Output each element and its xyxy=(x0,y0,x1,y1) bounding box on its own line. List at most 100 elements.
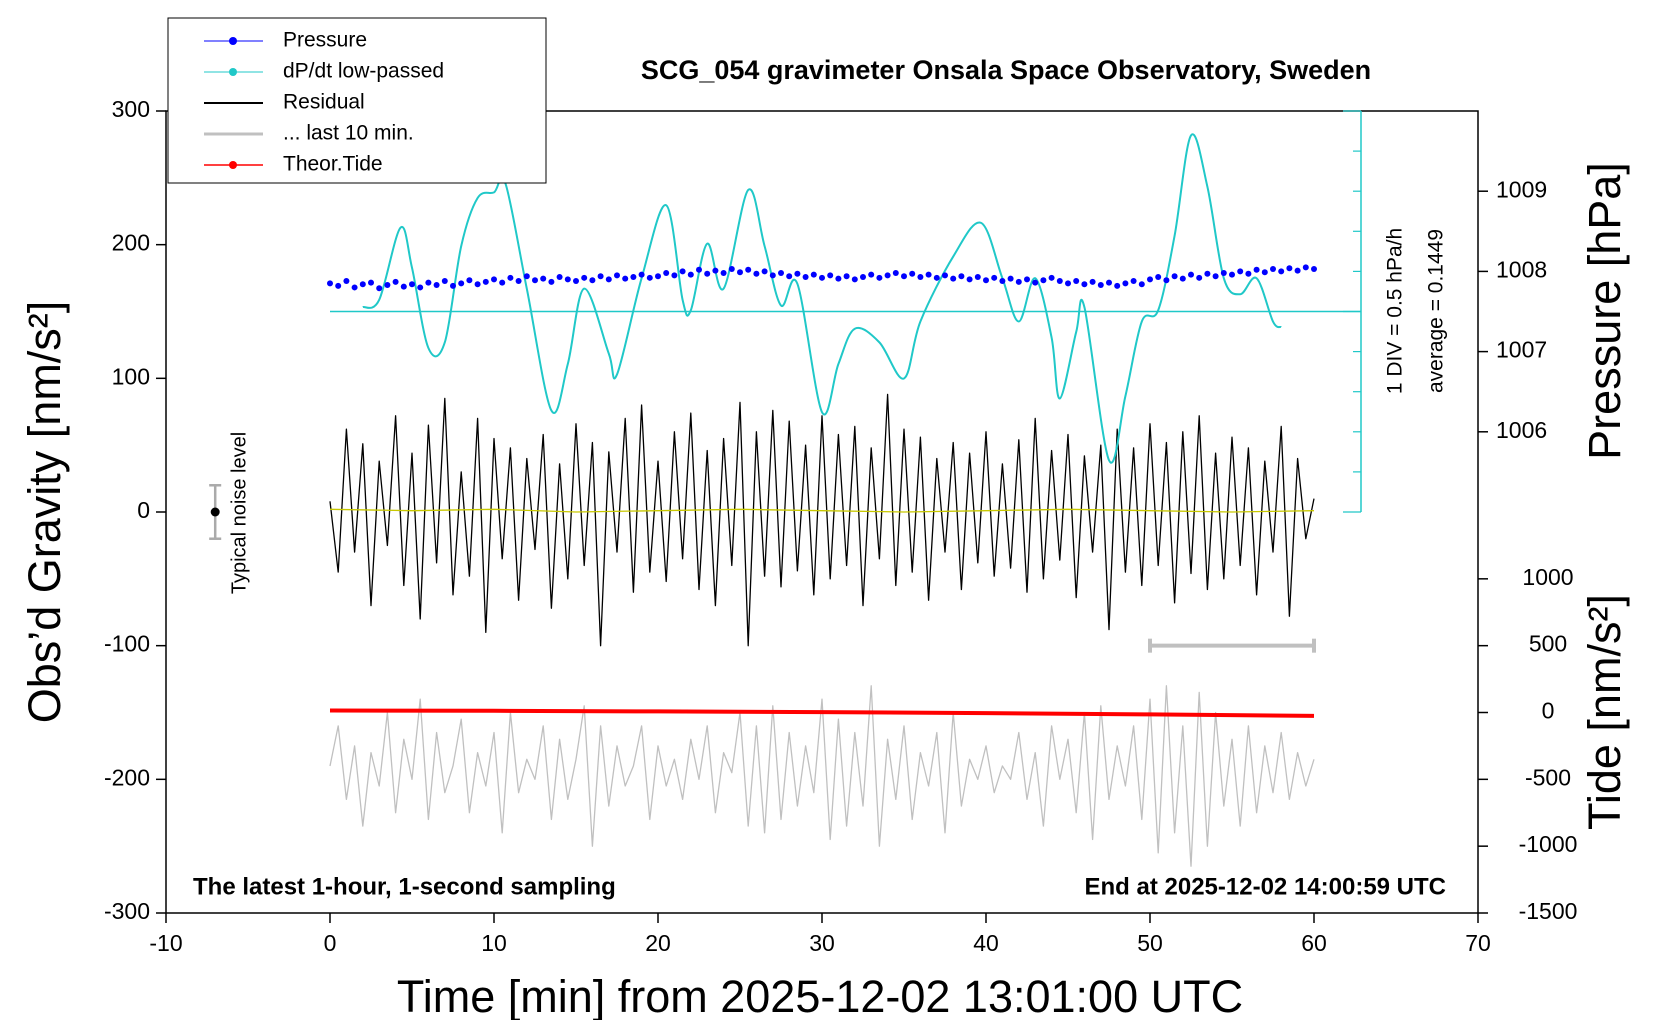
pressure-point xyxy=(671,272,678,279)
pressure-point xyxy=(737,269,743,276)
y-axis-label: Obs’d Gravity [nm/s²] xyxy=(19,301,70,724)
pressure-point xyxy=(884,272,891,279)
pressure-point xyxy=(1171,273,1178,280)
pressure-point xyxy=(466,277,473,284)
y3-tick-label: -1000 xyxy=(1519,831,1578,857)
pressure-point xyxy=(860,274,866,281)
pressure-point xyxy=(663,270,670,277)
pressure-point xyxy=(1048,274,1055,281)
pressure-point xyxy=(868,271,875,278)
pressure-point xyxy=(515,278,522,285)
pressure-point xyxy=(769,272,776,279)
y-tick-label: 200 xyxy=(112,230,150,256)
pressure-point xyxy=(827,272,834,279)
pressure-point xyxy=(712,267,719,274)
y3-tick-label: 1000 xyxy=(1522,564,1573,590)
pressure-point xyxy=(843,273,850,280)
pressure-point xyxy=(942,272,948,279)
pressure-point xyxy=(999,278,1006,285)
x-tick-label: 60 xyxy=(1301,930,1327,956)
y-tick-label: -300 xyxy=(104,898,150,924)
y-tick-label: -100 xyxy=(104,631,150,657)
y2-tick-label: 1006 xyxy=(1496,417,1547,443)
pressure-point xyxy=(556,274,563,281)
noise-label: Typical noise level xyxy=(228,432,250,594)
pressure-point xyxy=(351,284,358,291)
pressure-point xyxy=(368,279,374,286)
legend-label: Pressure xyxy=(283,29,367,52)
pressure-point xyxy=(1073,278,1080,285)
pressure-point xyxy=(687,271,694,278)
pressure-point xyxy=(1015,278,1022,285)
series-line xyxy=(362,133,1282,464)
pressure-point xyxy=(745,266,752,273)
pressure-point xyxy=(1122,280,1129,287)
legend-dot xyxy=(229,37,237,45)
pressure-point xyxy=(1007,275,1014,282)
pressure-point xyxy=(1294,267,1301,274)
pressure-point xyxy=(474,281,481,288)
pressure-point xyxy=(655,273,661,280)
pressure-point xyxy=(564,276,571,283)
pressure-point xyxy=(1212,273,1219,280)
x-tick-label: -10 xyxy=(149,930,182,956)
y3-tick-label: 500 xyxy=(1529,631,1567,657)
chart-title: SCG_054 gravimeter Onsala Space Observat… xyxy=(641,55,1371,85)
pressure-point xyxy=(540,275,547,282)
pressure-point xyxy=(1081,281,1088,288)
pressure-point xyxy=(1024,276,1030,283)
pressure-point xyxy=(933,274,940,281)
pressure-point xyxy=(417,284,424,291)
y2-tick-label: 1007 xyxy=(1496,337,1547,363)
y-tick-label: 300 xyxy=(112,96,150,122)
pressure-point xyxy=(1147,276,1153,283)
x-tick-label: 70 xyxy=(1465,930,1491,956)
pressure-point xyxy=(614,272,620,279)
pressure-point xyxy=(425,279,432,286)
x-tick-label: 10 xyxy=(481,930,507,956)
pressure-point xyxy=(802,274,809,281)
pressure-point xyxy=(392,278,399,285)
plot-frame xyxy=(165,110,1479,914)
note-left: The latest 1-hour, 1-second sampling xyxy=(193,873,616,900)
pressure-point xyxy=(950,275,957,282)
pressure-point xyxy=(523,273,530,280)
pressure-point xyxy=(548,278,555,285)
pressure-point xyxy=(974,274,981,281)
pressure-point xyxy=(1286,265,1293,272)
pressure-point xyxy=(696,266,702,273)
pressure-point xyxy=(925,271,932,278)
pressure-point xyxy=(384,282,391,289)
pressure-point xyxy=(810,271,817,278)
pressure-point xyxy=(1155,274,1162,281)
x-tick-label: 20 xyxy=(645,930,671,956)
pressure-point xyxy=(1032,279,1039,286)
y2-tick-label: 1009 xyxy=(1496,176,1547,202)
x-tick-label: 40 xyxy=(973,930,999,956)
pressure-point xyxy=(327,280,333,287)
series-line xyxy=(329,393,1315,647)
pressure-point xyxy=(1179,275,1186,282)
x-tick-label: 30 xyxy=(809,930,835,956)
note-right: End at 2025-12-02 14:00:59 UTC xyxy=(1085,873,1447,900)
pressure-point xyxy=(1089,278,1096,285)
pressure-point xyxy=(1138,281,1145,288)
y-tick-label: 100 xyxy=(112,363,150,389)
pressure-point xyxy=(1237,268,1244,275)
y2-axis-label: Pressure [hPa] xyxy=(1579,162,1630,460)
pressure-point xyxy=(482,278,489,285)
pressure-point xyxy=(917,274,924,281)
pressure-point xyxy=(409,281,415,288)
pressure-point xyxy=(638,271,645,278)
pressure-point xyxy=(581,274,588,281)
pressure-point xyxy=(1097,282,1104,289)
pressure-point xyxy=(794,270,801,277)
legend-box xyxy=(167,17,547,184)
pressure-point xyxy=(704,270,711,277)
pressure-point xyxy=(1253,266,1260,273)
pressure-point xyxy=(376,285,383,292)
pressure-point xyxy=(753,270,760,277)
x-axis-label: Time [min] from 2025-12-02 13:01:00 UTC xyxy=(397,971,1243,1020)
pressure-point xyxy=(819,274,825,281)
